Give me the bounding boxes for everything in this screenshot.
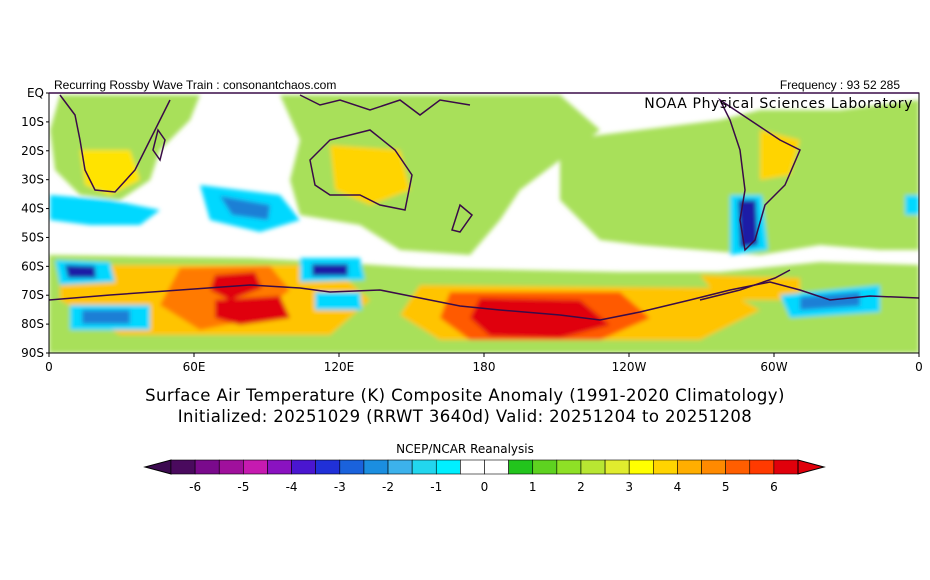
colorbar-tick-label: 3 — [625, 480, 633, 494]
colorbar-box — [267, 459, 292, 475]
colorbar-tick-label: -4 — [286, 480, 298, 494]
colorbar-tick-label: -5 — [237, 480, 249, 494]
colorbar-box — [556, 459, 582, 475]
cool-core-indian — [220, 196, 270, 220]
colorbar-arrow-low — [143, 459, 172, 475]
colorbar-box — [677, 459, 702, 475]
latitude-label: 30S — [21, 173, 44, 187]
colorbar-box — [194, 459, 220, 475]
longitude-label: 120W — [612, 360, 647, 374]
colorbar-tick-label: -3 — [334, 480, 346, 494]
latitude-label: EQ — [27, 86, 44, 100]
header-right-text: Frequency : 93 52 285 — [779, 78, 900, 92]
latitude-label: 80S — [21, 317, 44, 331]
latitude-label: 40S — [21, 202, 44, 216]
coastline-newzealand — [451, 203, 474, 233]
coastline-southamerica — [718, 97, 801, 252]
latitude-label: 70S — [21, 288, 44, 302]
map-subtitle: Initialized: 20251029 (RRWT 3640d) Valid… — [177, 407, 753, 426]
cool-region-120e-75s — [315, 292, 362, 310]
colorbar-box — [291, 459, 316, 475]
colorbar-tick-label: 1 — [529, 480, 537, 494]
header-left-text: Recurring Rossby Wave Train : consonantc… — [54, 78, 337, 92]
colorbar-box — [725, 459, 751, 475]
latitude-label: 10S — [21, 115, 44, 129]
longitude-label: 60W — [760, 360, 787, 374]
strong-warm-core-3 — [470, 298, 610, 338]
anomaly-map: EQ 10S 20S 30S 40S 50S 60S 70S 80S 90S 0 60E 120E 18… — [21, 86, 923, 374]
cool-core-80s-west — [82, 310, 130, 324]
longitude-label: 120E — [324, 360, 355, 374]
colorbar-tick-label: 6 — [770, 480, 778, 494]
colorbar-source-label: NCEP/NCAR Reanalysis — [396, 442, 534, 456]
coastline-antarctic-peninsula — [699, 269, 791, 301]
colorbar-box — [315, 459, 341, 475]
colorbar-tick-label: -2 — [382, 480, 394, 494]
colorbar-box — [580, 459, 606, 475]
latitude-label: 50S — [21, 230, 44, 244]
cool-core-120e-60s — [312, 264, 348, 276]
mild-warm-australia — [330, 145, 410, 205]
colorbar-tick-label: 2 — [577, 480, 585, 494]
colorbar-tick-label: 4 — [674, 480, 682, 494]
warm-region-australia — [280, 95, 600, 255]
colorbar-ticks: -6 -5 -4 -3 -2 -1 0 1 2 3 4 5 6 — [189, 480, 778, 494]
colorbar-box — [628, 459, 654, 475]
colorbar-box — [243, 459, 268, 475]
cool-region-east-edge — [905, 195, 919, 215]
mild-warm-southamerica — [760, 130, 800, 180]
colorbar-box — [484, 459, 509, 475]
cool-core-80s-east — [800, 292, 860, 310]
colorbar-tick-label: -6 — [189, 480, 201, 494]
colorbar-box — [460, 459, 485, 475]
colorbar-box — [508, 459, 534, 475]
colorbar-box — [411, 459, 437, 475]
colorbar-box — [532, 459, 558, 475]
colorbar-box — [701, 459, 726, 475]
colorbar-tick-label: 0 — [481, 480, 489, 494]
latitude-label: 20S — [21, 144, 44, 158]
colorbar-box — [773, 459, 799, 475]
colorbar-box — [604, 459, 630, 475]
coastline-maritime — [299, 94, 471, 116]
colorbar-box — [749, 459, 775, 475]
cool-region-southatlantic — [50, 195, 160, 225]
map-title: Surface Air Temperature (K) Composite An… — [145, 386, 785, 405]
coastline-australia — [309, 129, 413, 211]
colorbar-arrow-high — [797, 459, 826, 475]
latitude-label: 90S — [21, 346, 44, 360]
colorbar-boxes — [143, 459, 826, 475]
cool-core-60s-west — [65, 265, 96, 278]
colorbar-box — [218, 459, 244, 475]
colorbar-box — [339, 459, 365, 475]
colorbar-box — [435, 459, 461, 475]
strong-warm-core-2 — [215, 296, 290, 325]
lab-name-label: NOAA Physical Sciences Laboratory — [644, 96, 913, 112]
longitude-label: 0 — [915, 360, 923, 374]
colorbar-tick-label: 5 — [722, 480, 730, 494]
warm-region-pacific — [560, 100, 919, 255]
latitude-label: 60S — [21, 259, 44, 273]
coastlines — [49, 94, 919, 321]
longitude-label: 180 — [473, 360, 496, 374]
coastline-africa — [59, 94, 171, 193]
colorbar-tick-label: -1 — [430, 480, 442, 494]
colorbar-box — [387, 459, 413, 475]
mild-warm-africa — [80, 150, 140, 195]
latitude-axis: EQ 10S 20S 30S 40S 50S 60S 70S 80S 90S — [21, 86, 49, 360]
longitude-label: 0 — [45, 360, 53, 374]
coastline-madagascar — [152, 128, 166, 162]
colorbar-box — [653, 459, 678, 475]
colorbar-box — [363, 459, 389, 475]
coastline-antarctica — [49, 281, 919, 321]
longitude-axis: 0 60E 120E 180 120W 60W 0 — [45, 353, 923, 374]
colorbar-box — [170, 459, 196, 475]
longitude-label: 60E — [183, 360, 206, 374]
anomaly-field — [49, 93, 919, 353]
